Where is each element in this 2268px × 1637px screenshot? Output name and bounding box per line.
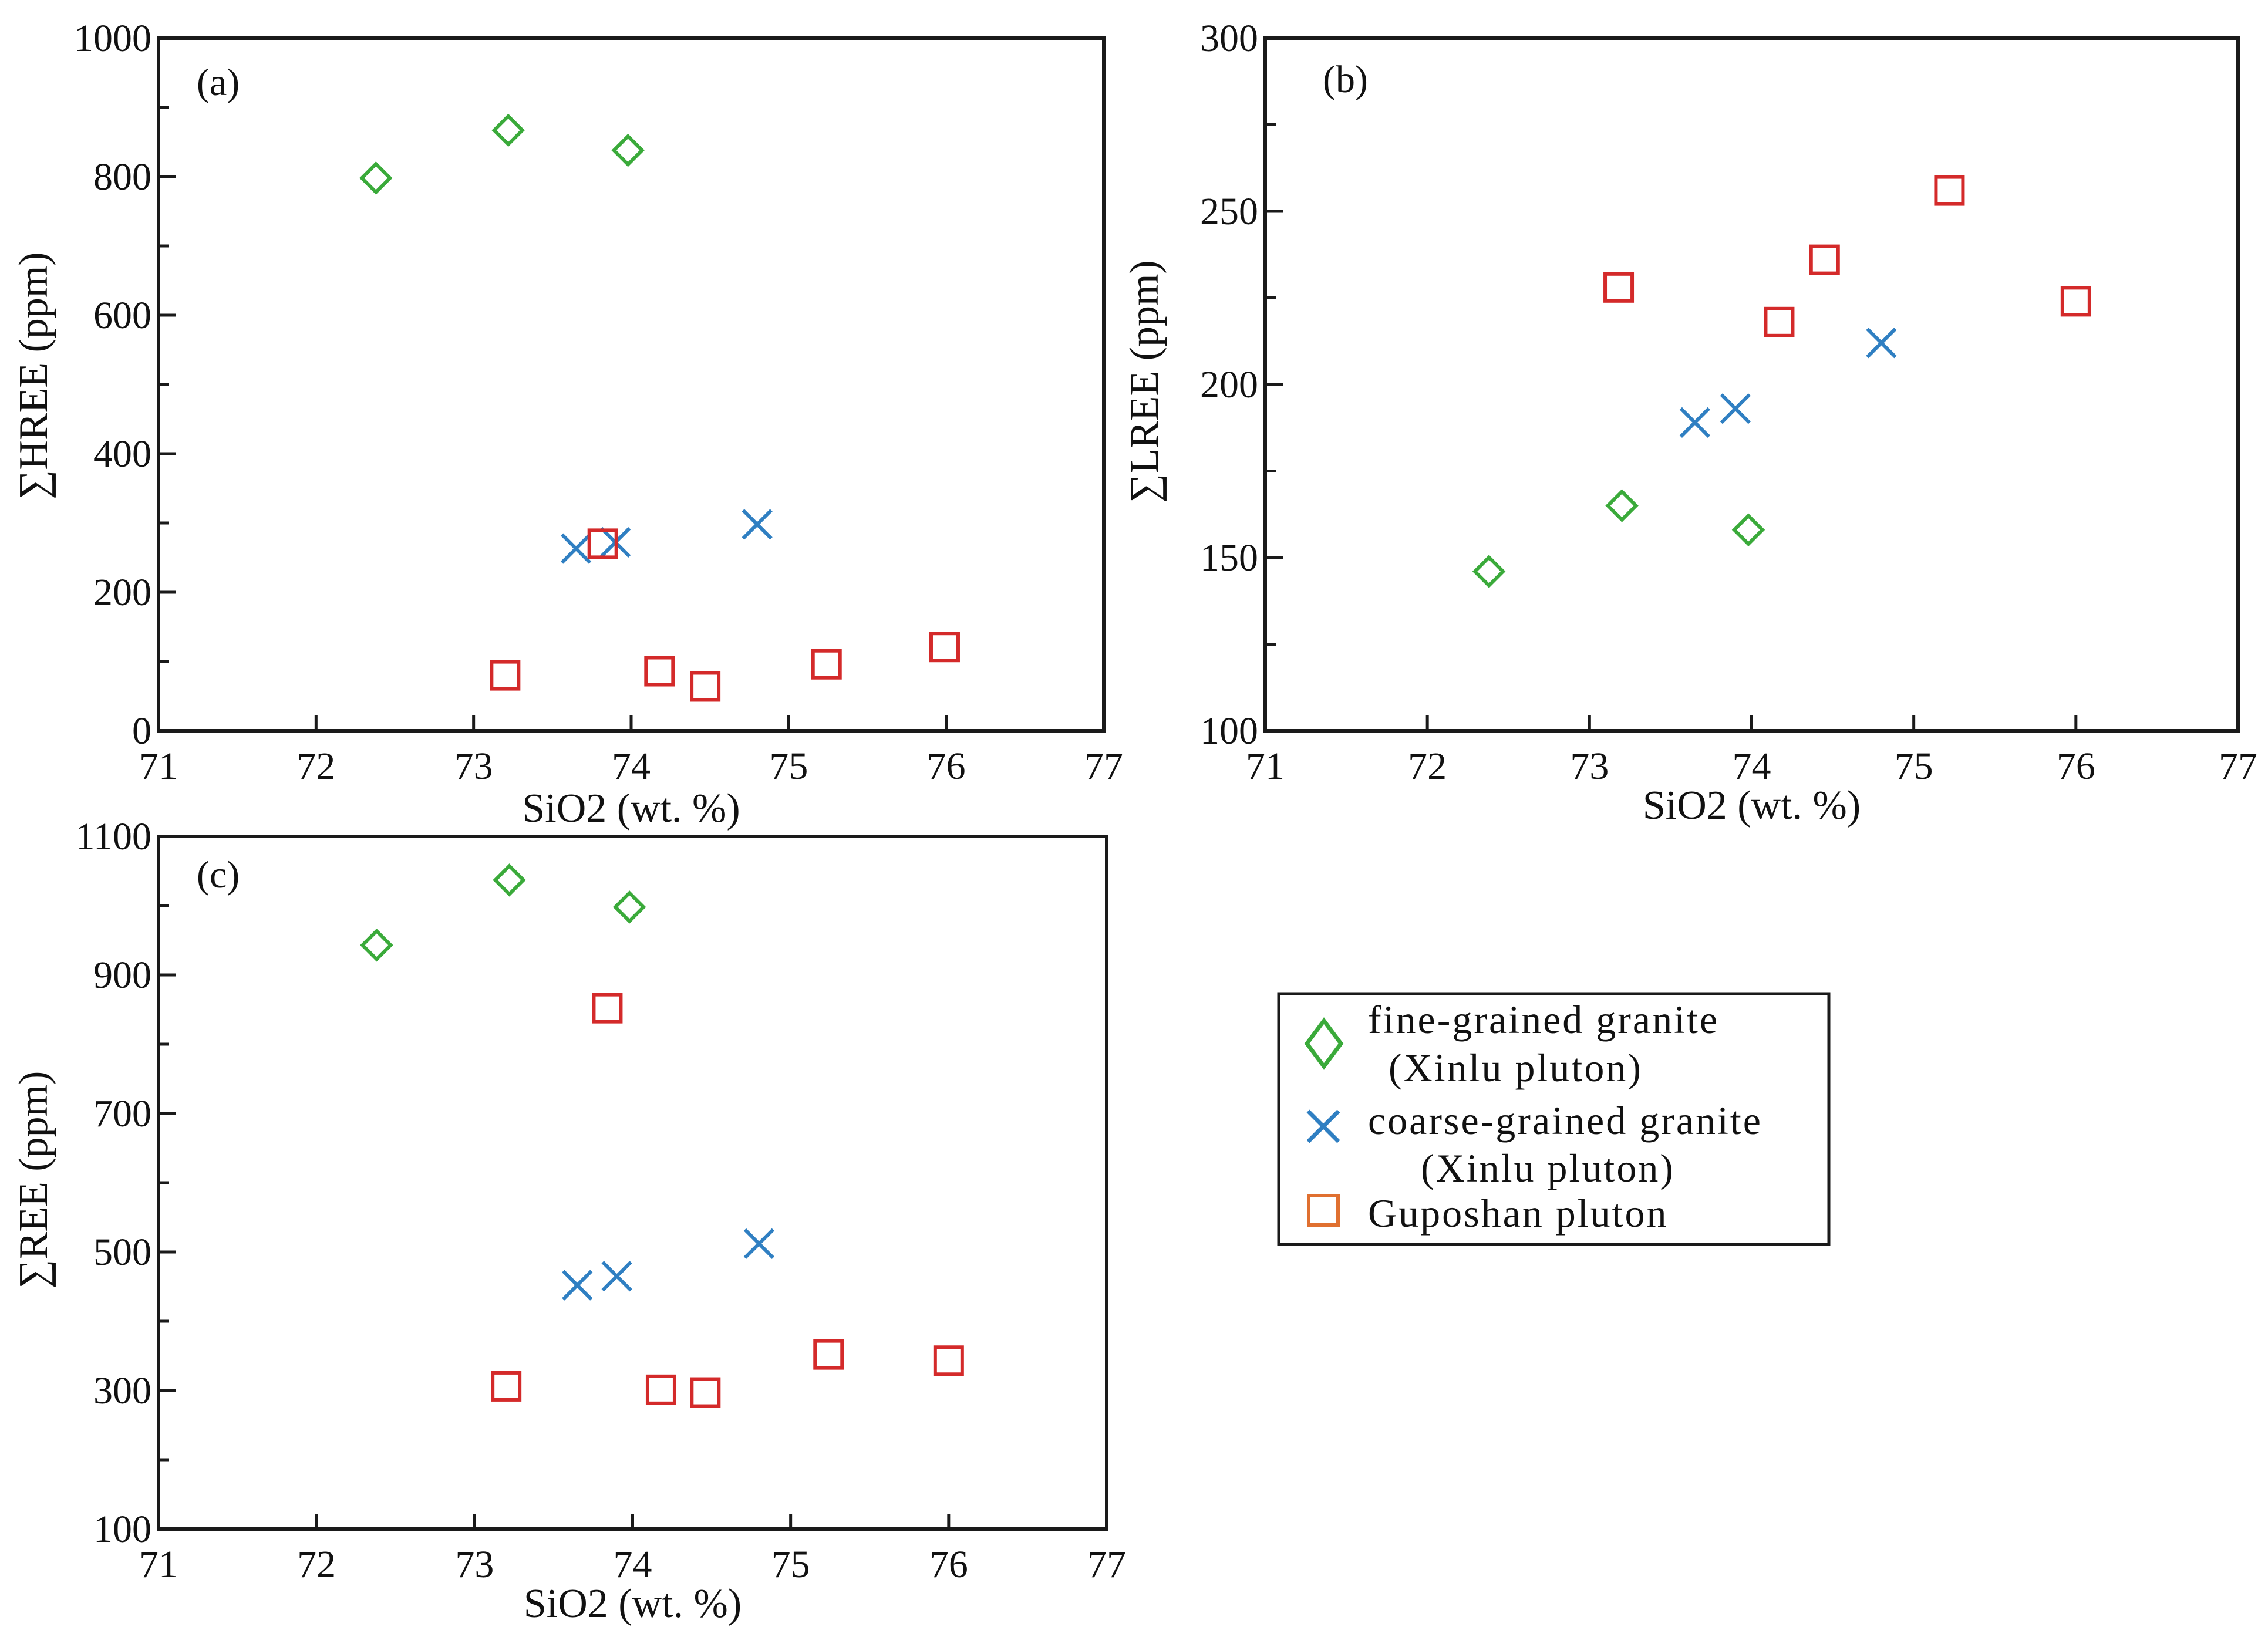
data-point-square [592, 993, 623, 1024]
x-tick-label: 71 [1246, 745, 1285, 788]
data-point-square [813, 1339, 844, 1370]
data-point-diamond [359, 161, 393, 195]
data-point-cross [562, 1270, 593, 1301]
x-tick-label: 74 [612, 745, 651, 788]
data-point-diamond [1605, 489, 1639, 522]
legend-sublabel-fine: (Xinlu pluton) [1389, 1045, 1643, 1090]
legend-cross-icon [1306, 1109, 1340, 1143]
data-point-diamond [491, 113, 525, 147]
data-point-cross [1720, 393, 1751, 424]
data-point-square [644, 656, 675, 687]
data-point-diamond [612, 890, 646, 924]
x-tick-label: 73 [455, 1543, 494, 1586]
x-tick-label: 77 [2219, 745, 2257, 788]
y-tick-label: 200 [93, 571, 151, 614]
y-tick-label: 600 [93, 294, 151, 337]
panel-a: 71 72 73 74 75 76 77 0 200 400 600 800 1000 SiO2 (wt.… [11, 17, 1123, 831]
legend-sublabel-coarse: (Xinlu pluton) [1421, 1146, 1675, 1190]
x-tick-label: 76 [929, 1543, 968, 1586]
data-point-square [645, 1374, 676, 1405]
y-tick-label: 0 [132, 710, 151, 752]
x-tick-label: 77 [1087, 1543, 1126, 1586]
x-tick-label: 71 [139, 745, 178, 788]
x-tick-label: 76 [927, 745, 966, 788]
y-axis-label: ∑REE (ppm) [11, 1071, 56, 1289]
x-tick-label: 71 [139, 1543, 178, 1586]
data-point-cross [742, 509, 773, 540]
data-point-square [929, 632, 960, 663]
data-point-cross [1679, 407, 1710, 438]
data-point-square [1603, 272, 1635, 303]
x-tick-label: 77 [1084, 745, 1123, 788]
legend-label-coarse: coarse-grained granite [1368, 1098, 1762, 1143]
legend-diamond-icon [1304, 1017, 1344, 1070]
data-point-square [1934, 175, 1965, 206]
y-tick-label: 900 [93, 954, 151, 997]
x-tick-label: 74 [614, 1543, 652, 1586]
data-point-cross [1866, 328, 1897, 359]
data-point-square [690, 671, 721, 702]
panel-b: 71 72 73 74 75 76 77 100 150 200 250 300 SiO2 (wt. %… [1122, 17, 2257, 828]
y-tick-label: 400 [93, 433, 151, 475]
data-point-square [587, 528, 618, 559]
x-tick-label: 72 [296, 745, 335, 788]
data-point-square [2060, 286, 2091, 317]
data-point-square [933, 1345, 964, 1376]
y-tick-label: 800 [93, 156, 151, 198]
panel-c: 71 72 73 74 75 76 77 100 300 500 700 900 1100 SiO2 (w… [11, 815, 1126, 1626]
data-point-square [811, 649, 842, 680]
data-point-diamond [611, 133, 645, 167]
x-tick-label: 72 [297, 1543, 336, 1586]
x-axis-label: SiO2 (wt. %) [524, 1581, 742, 1626]
y-tick-label: 300 [93, 1369, 151, 1412]
y-axis-label: ∑HREE (ppm) [11, 252, 56, 499]
y-tick-label: 250 [1200, 190, 1258, 233]
y-tick-label: 1100 [75, 815, 151, 858]
data-point-cross [743, 1228, 774, 1259]
data-point-square [491, 1371, 522, 1402]
data-point-diamond [1731, 513, 1765, 547]
legend-box [1277, 992, 1831, 1246]
panel-label: (b) [1323, 58, 1368, 101]
x-tick-label: 75 [771, 1543, 810, 1586]
x-axis-label: SiO2 (wt. %) [522, 786, 740, 831]
y-tick-label: 150 [1200, 536, 1258, 579]
data-point-square [1764, 306, 1795, 337]
data-point-diamond [493, 863, 526, 897]
panel-label: (c) [197, 853, 240, 896]
legend-label-fine: fine-grained granite [1368, 997, 1719, 1042]
legend-square-icon [1307, 1194, 1340, 1227]
x-tick-label: 72 [1408, 745, 1447, 788]
x-tick-label: 73 [454, 745, 493, 788]
data-point-diamond [1472, 555, 1506, 588]
data-point-square [1809, 244, 1840, 275]
y-tick-label: 300 [1200, 17, 1258, 60]
panel-label: (a) [197, 61, 240, 104]
x-tick-label: 75 [769, 745, 808, 788]
x-tick-label: 73 [1570, 745, 1609, 788]
y-tick-label: 100 [93, 1508, 151, 1551]
y-tick-label: 200 [1200, 363, 1258, 406]
data-point-square [690, 1377, 721, 1408]
x-tick-label: 76 [2057, 745, 2095, 788]
x-tick-label: 74 [1733, 745, 1771, 788]
x-axis-label: SiO2 (wt. %) [1643, 783, 1861, 828]
y-tick-label: 700 [93, 1092, 151, 1135]
y-tick-label: 1000 [74, 17, 151, 60]
legend: fine-grained granite (Xinlu pluton) coar… [1277, 992, 1831, 1246]
y-tick-label: 500 [93, 1231, 151, 1274]
data-point-square [490, 660, 521, 691]
data-point-cross [601, 1261, 632, 1292]
y-axis-label: ∑LREE (ppm) [1122, 260, 1167, 502]
y-tick-label: 100 [1200, 710, 1258, 752]
data-point-diamond [360, 929, 393, 962]
data-point-cross [560, 533, 592, 564]
legend-label-guposhan: Guposhan pluton [1368, 1191, 1669, 1236]
x-tick-label: 75 [1895, 745, 1933, 788]
